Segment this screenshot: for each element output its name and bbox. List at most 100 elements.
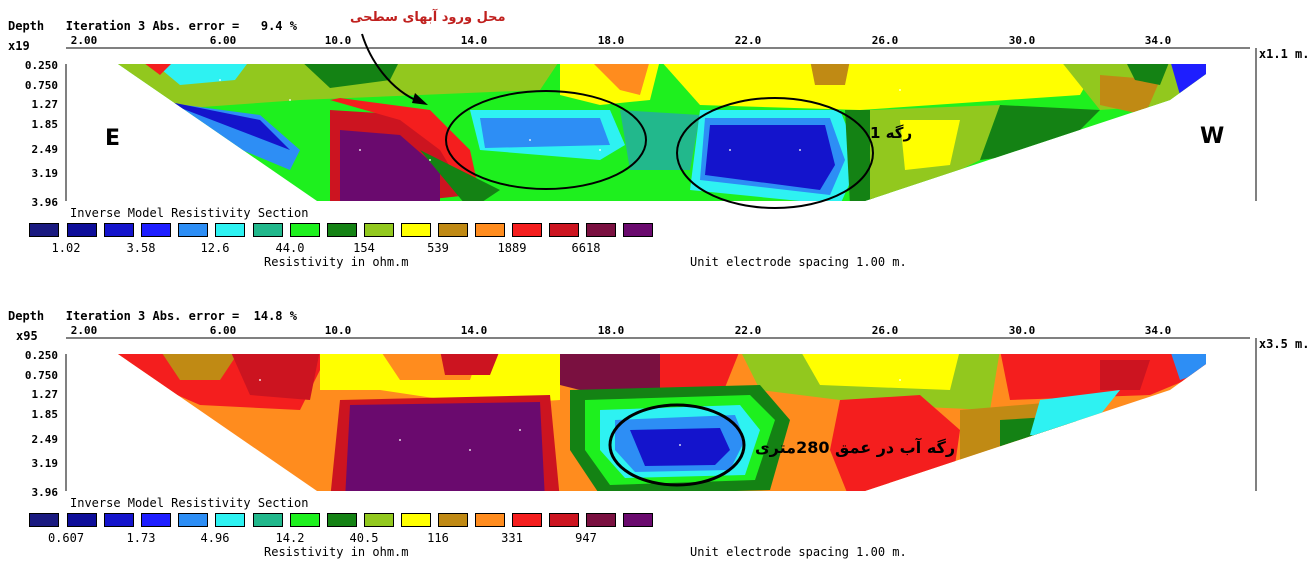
bottom-x-tick: 26.0 [871, 324, 899, 337]
bottom-x-tick: 10.0 [324, 324, 352, 337]
top-resistivity-section [65, 33, 1257, 209]
bottom-resistivity-section [65, 337, 1257, 491]
bottom-depth-label: 3.96 [31, 486, 59, 499]
top-side-east: E [105, 126, 121, 151]
bottom-header: Depth Iteration 3 Abs. error = 14.8 % [8, 309, 297, 323]
bottom-legend-value: 116 [427, 531, 449, 545]
bottom-depth-label: 0.750 [24, 369, 58, 382]
legend-swatch [141, 513, 171, 527]
top-depth-label: 0.750 [24, 79, 58, 92]
bottom-vein-annotation: رگه آب در عمق 280متری [755, 438, 956, 457]
legend-swatch [623, 513, 653, 527]
legend-swatch [364, 223, 394, 237]
top-depth-label: 0.250 [24, 59, 58, 72]
bottom-x-tick: 30.0 [1008, 324, 1036, 337]
top-header: Depth Iteration 3 Abs. error = 9.4 % [8, 19, 297, 33]
top-x-tick: 22.0 [734, 34, 762, 47]
top-x-tick: 26.0 [871, 34, 899, 47]
bottom-legend-unit: Resistivity in ohm.m [264, 545, 409, 559]
top-scale-factor: x19 [8, 39, 30, 53]
top-x-tick: 2.00 [70, 34, 98, 47]
top-x-tick: 30.0 [1008, 34, 1036, 47]
legend-swatch [104, 513, 134, 527]
legend-swatch [327, 513, 357, 527]
bottom-depth-label: 3.19 [31, 457, 59, 470]
legend-swatch [401, 513, 431, 527]
legend-swatch [438, 223, 468, 237]
legend-swatch [290, 223, 320, 237]
legend-swatch [29, 513, 59, 527]
bottom-legend-value: 40.5 [349, 531, 379, 545]
legend-swatch [549, 223, 579, 237]
bottom-legend-title: Inverse Model Resistivity Section [70, 496, 309, 510]
legend-swatch [178, 513, 208, 527]
bottom-x-unit: m. [1295, 337, 1310, 351]
bottom-scale-factor: x95 [16, 329, 38, 343]
bottom-x-scale: x3.5 m. [1230, 323, 1310, 365]
top-depth-label: 1.27 [31, 98, 59, 111]
bottom-x-tick: 18.0 [597, 324, 625, 337]
top-legend-title: Inverse Model Resistivity Section [70, 206, 309, 220]
top-depth-label: 3.19 [31, 167, 59, 180]
legend-swatch [512, 223, 542, 237]
bottom-legend-value: 331 [501, 531, 523, 545]
bottom-x-tick: 22.0 [734, 324, 762, 337]
legend-swatch [512, 513, 542, 527]
legend-swatch [215, 513, 245, 527]
top-depth-label: 3.96 [31, 196, 59, 209]
top-legend-value: 44.0 [275, 241, 305, 255]
top-x-tick: 14.0 [460, 34, 488, 47]
top-side-west: W [1200, 124, 1225, 149]
top-legend-unit: Resistivity in ohm.m [264, 255, 409, 269]
top-x-scale: x1.1 m. [1230, 33, 1310, 75]
legend-swatch [327, 223, 357, 237]
legend-swatch [401, 223, 431, 237]
top-x-tick: 34.0 [1144, 34, 1172, 47]
top-legend-value: 1889 [497, 241, 527, 255]
top-legend-value: 1.02 [51, 241, 81, 255]
top-spacing-note: Unit electrode spacing 1.00 m. [690, 255, 907, 269]
legend-swatch [623, 223, 653, 237]
bottom-x-tick: 2.00 [70, 324, 98, 337]
top-x-tick: 18.0 [597, 34, 625, 47]
legend-swatch [475, 513, 505, 527]
top-depth-label: 2.49 [31, 143, 59, 156]
legend-swatch [586, 513, 616, 527]
legend-swatch [290, 513, 320, 527]
top-legend-value: 12.6 [200, 241, 230, 255]
bottom-section-panel: Depth Iteration 3 Abs. error = 14.8 % x9… [0, 290, 1315, 578]
bottom-spacing-note: Unit electrode spacing 1.00 m. [690, 545, 907, 559]
legend-swatch [141, 223, 171, 237]
legend-swatch [253, 223, 283, 237]
bottom-depth-label: 0.250 [24, 349, 58, 362]
top-legend-value: 6618 [571, 241, 601, 255]
bottom-legend-value: 947 [575, 531, 597, 545]
legend-swatch [549, 513, 579, 527]
legend-swatch [67, 513, 97, 527]
top-legend-value: 154 [353, 241, 375, 255]
legend-swatch [253, 513, 283, 527]
top-vein-annotation: رگه 1 [870, 124, 913, 142]
bottom-x-tick: 34.0 [1144, 324, 1172, 337]
legend-swatch [475, 223, 505, 237]
bottom-depth-label: 1.85 [31, 408, 59, 421]
bottom-legend-value: 1.73 [126, 531, 156, 545]
top-x-tick: 10.0 [324, 34, 352, 47]
legend-swatch [67, 223, 97, 237]
top-inflow-annotation: محل ورود آبهای سطحی [350, 10, 506, 25]
bottom-x-scale-value: x3.5 [1258, 337, 1288, 351]
top-section-panel: Depth Iteration 3 Abs. error = 9.4 % x19… [0, 0, 1315, 288]
legend-swatch [215, 223, 245, 237]
top-depth-label: 1.85 [31, 118, 59, 131]
top-x-unit: m. [1295, 47, 1310, 61]
legend-swatch [438, 513, 468, 527]
bottom-depth-label: 2.49 [31, 433, 59, 446]
legend-swatch [104, 223, 134, 237]
legend-swatch [29, 223, 59, 237]
top-legend-value: 539 [427, 241, 449, 255]
bottom-legend-value: 14.2 [275, 531, 305, 545]
bottom-legend-value: 0.607 [47, 531, 85, 545]
bottom-legend-value: 4.96 [200, 531, 230, 545]
legend-swatch [586, 223, 616, 237]
top-x-tick: 6.00 [209, 34, 237, 47]
